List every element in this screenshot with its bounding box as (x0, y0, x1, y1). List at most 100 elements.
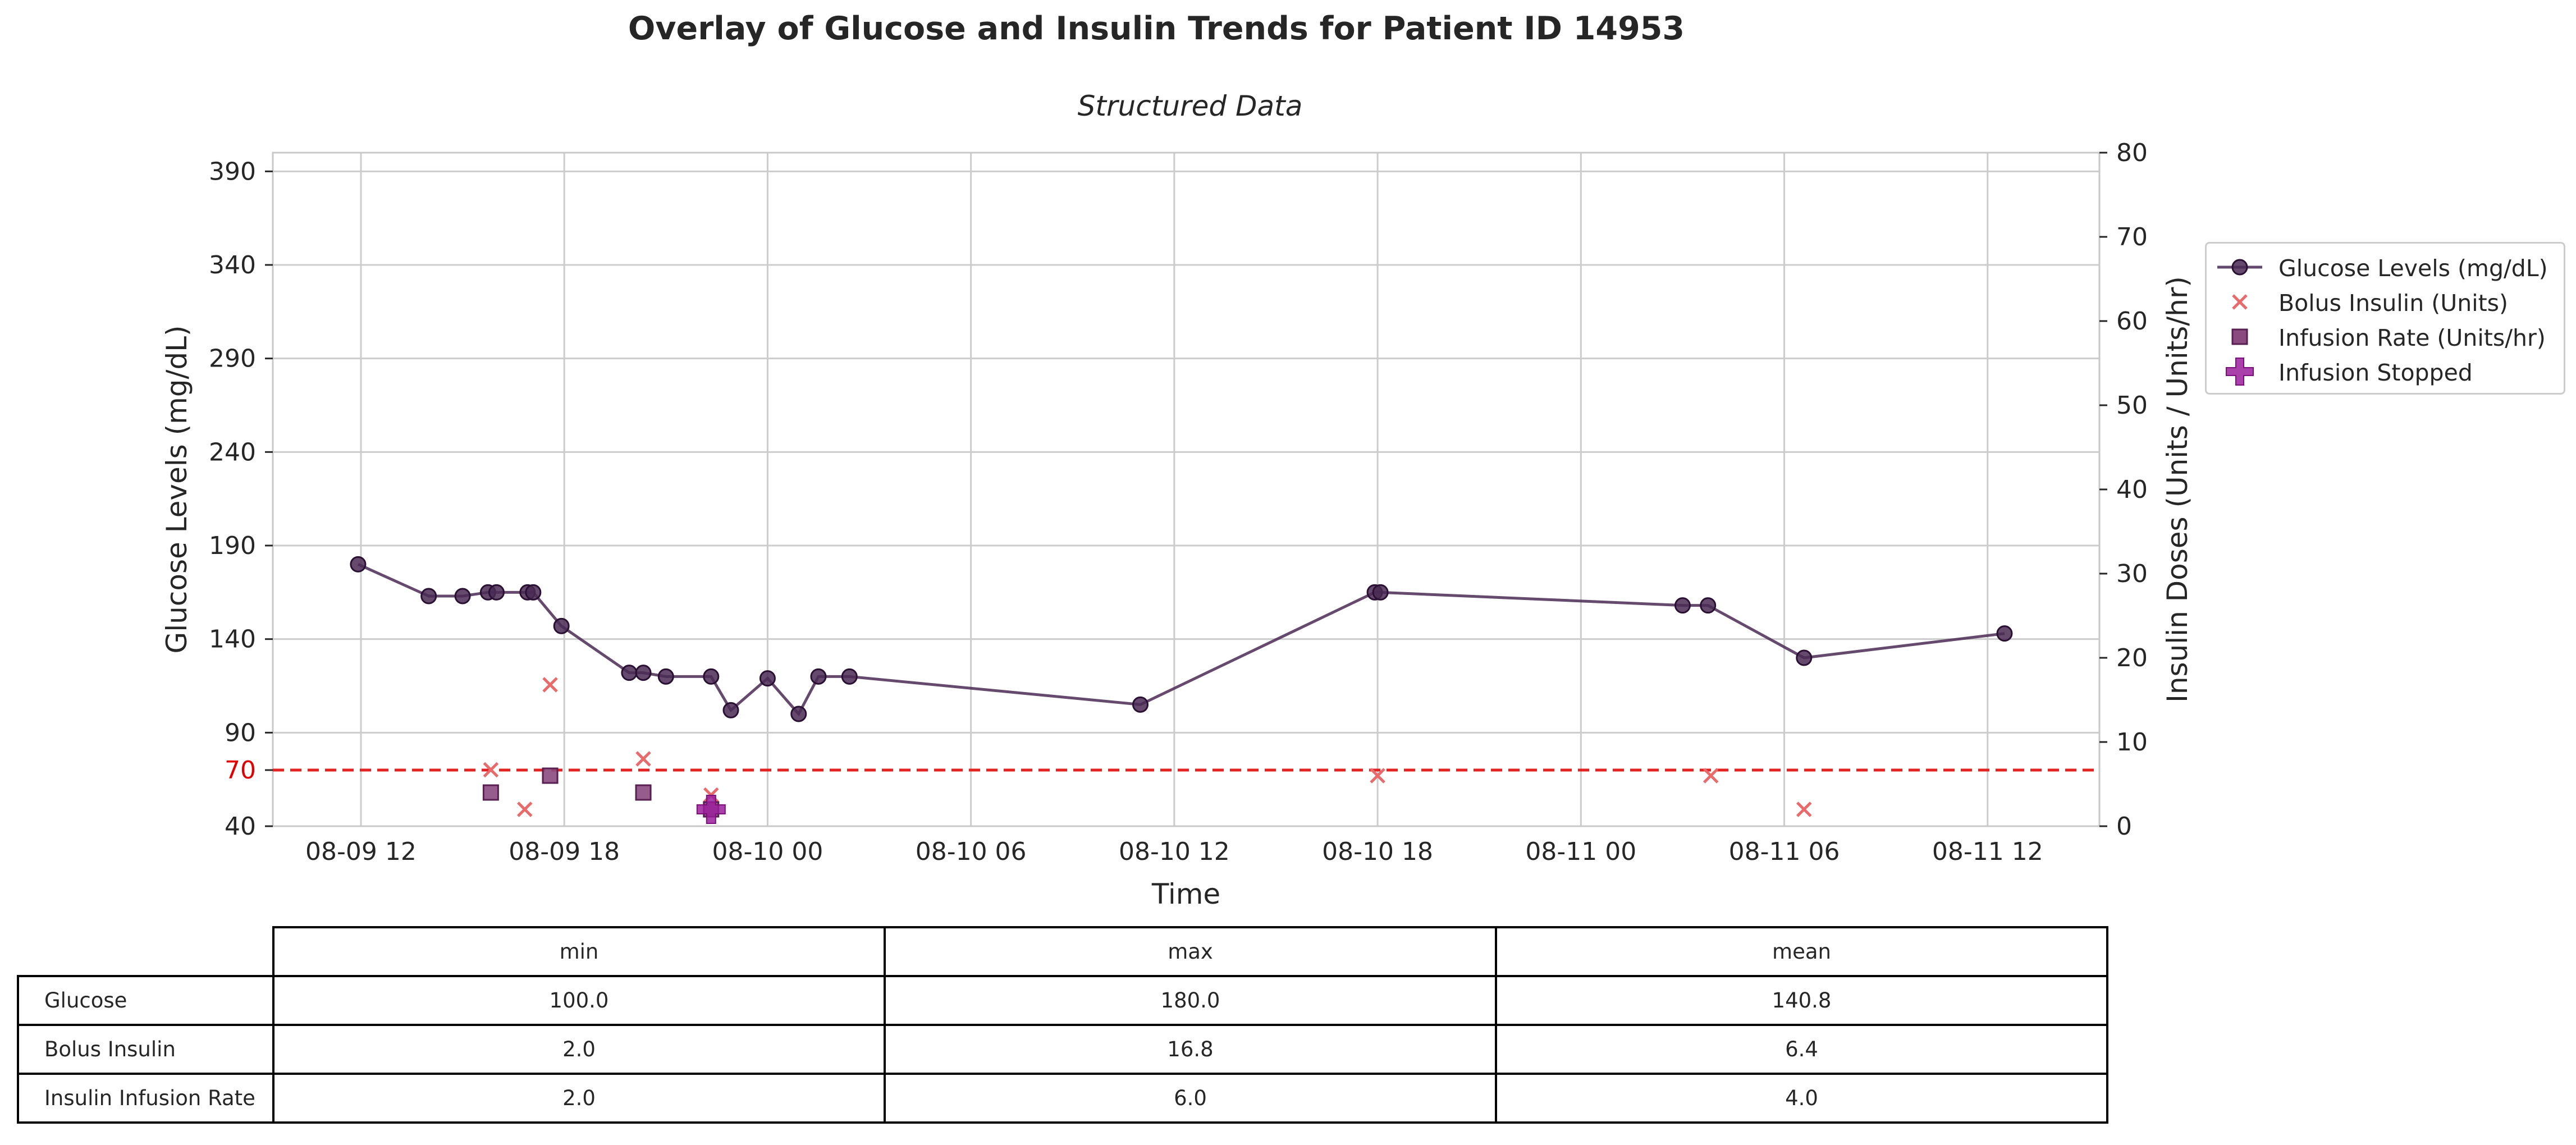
y2-tick-label: 0 (2116, 812, 2132, 841)
table-cell: 16.8 (884, 1024, 1497, 1075)
x-tick-label: 08-09 12 (305, 837, 417, 866)
x-tick-label: 08-09 18 (509, 837, 620, 866)
y-tick-label: 90 (225, 718, 256, 747)
glucose-point (1372, 584, 1389, 601)
glucose-point (454, 588, 471, 604)
legend-item-glucose: Glucose Levels (mg/dL) (2207, 250, 2564, 284)
glucose-point (657, 668, 674, 685)
summary-stats-table: min max mean Glucose 100.0 180.0 140.8 B… (17, 926, 2108, 1124)
y2-tick-label: 80 (2116, 139, 2148, 167)
glucose-point (350, 556, 367, 572)
bolus-point-stroke (516, 802, 533, 817)
glucose-point (841, 668, 858, 685)
bolus-point (1796, 802, 1812, 817)
chart-legend: Glucose Levels (mg/dL) Bolus Insulin (Un… (2205, 242, 2565, 395)
chart-subtitle: Structured Data (1077, 90, 1303, 122)
table-cell: 6.0 (884, 1073, 1497, 1124)
series (273, 556, 2099, 824)
glucose-point (1996, 625, 2013, 642)
glucose-point (759, 670, 776, 687)
glucose-insulin-chart: 08-09 12 08-09 18 08-10 00 08-10 06 08-10 12… (161, 139, 2194, 909)
table-column-header: mean (1495, 926, 2108, 977)
plot-frame (272, 152, 2101, 827)
table-cell: 100.0 (272, 975, 886, 1026)
glucose-point (420, 588, 437, 604)
x-tick-label: 08-10 06 (916, 837, 1027, 866)
infusion-rate-point (635, 784, 652, 801)
glucose-point (635, 665, 652, 681)
y2-tick-label: 70 (2116, 223, 2148, 251)
y2-tick-label: 60 (2116, 307, 2148, 336)
glucose-point (488, 584, 505, 601)
chart-title: Overlay of Glucose and Insulin Trends fo… (628, 10, 1685, 47)
legend-label: Infusion Stopped (2278, 359, 2473, 386)
glucose-point (1796, 649, 1813, 666)
table-row-label: Insulin Infusion Rate (17, 1073, 274, 1124)
table-cell: 140.8 (1495, 975, 2108, 1026)
glucose-point (703, 668, 720, 685)
glucose-point (1700, 597, 1717, 614)
glucose-point (525, 584, 542, 601)
y2-tick-label: 20 (2116, 644, 2148, 672)
y-tick-label: 140 (209, 625, 256, 654)
y-tick-label: 340 (209, 251, 256, 280)
bolus-point-stroke (1703, 768, 1719, 784)
y-tick-label: 390 (209, 157, 256, 186)
table-corner-cell (18, 927, 273, 976)
table-cell: 2.0 (272, 1024, 886, 1075)
table-cell: 180.0 (884, 975, 1497, 1026)
infusion-rate-point (542, 767, 559, 784)
legend-item-bolus: Bolus Insulin (Units) (2207, 285, 2564, 319)
glucose-point (722, 702, 739, 718)
bolus-point (516, 802, 533, 817)
bolus-point-stroke (635, 751, 651, 767)
x-tick-label: 08-11 06 (1729, 837, 1840, 866)
bolus-point-stroke (1796, 802, 1812, 817)
glucose-point (1674, 597, 1691, 614)
y-tick-label: 240 (209, 438, 256, 466)
glucose-point (621, 665, 638, 681)
table-row: Bolus Insulin 2.0 16.8 6.4 (17, 1024, 2108, 1075)
legend-square-marker-icon (2231, 328, 2248, 345)
legend-x-marker-icon (2232, 294, 2248, 310)
table-cell: 4.0 (1495, 1073, 2108, 1124)
table-column-header: min (272, 926, 886, 977)
infusion-rate-point (482, 784, 499, 801)
y2-tick-label: 40 (2116, 475, 2148, 504)
glucose-point (1132, 696, 1149, 713)
glucose-point (790, 706, 807, 722)
y-tick-label: 40 (225, 812, 256, 841)
y-axis-label-left: Glucose Levels (mg/dL) (161, 326, 193, 654)
y-tick-label: 70 (225, 756, 256, 785)
table-row: Glucose 100.0 180.0 140.8 (17, 975, 2108, 1026)
glucose-point (553, 617, 570, 634)
table-row: Insulin Infusion Rate 2.0 6.0 4.0 (17, 1073, 2108, 1124)
bolus-point (1370, 768, 1385, 784)
table-column-header: max (884, 926, 1497, 977)
x-tick-label: 08-10 18 (1322, 837, 1433, 866)
y2-tick-label: 30 (2116, 560, 2148, 588)
y2-tick-label: 50 (2116, 391, 2148, 420)
table-row-label: Bolus Insulin (17, 1024, 274, 1075)
bolus-point-stroke (483, 762, 499, 778)
legend-label: Infusion Rate (Units/hr) (2278, 324, 2546, 351)
legend-plus-marker-icon (2226, 358, 2254, 386)
y-tick-label: 290 (209, 345, 256, 373)
bolus-point (542, 677, 558, 693)
legend-line-marker-icon (2217, 259, 2262, 276)
legend-item-infusion-rate: Infusion Rate (Units/hr) (2207, 320, 2564, 354)
bolus-point (635, 751, 651, 767)
y2-tick-label: 10 (2116, 728, 2148, 757)
y-axis-label-right: Insulin Doses (Units / Units/hr) (2161, 276, 2194, 703)
y-tick-label: 190 (209, 532, 256, 560)
axes: 08-09 12 08-09 18 08-10 00 08-10 06 08-10 12… (209, 139, 2148, 866)
legend-label: Bolus Insulin (Units) (2278, 290, 2509, 317)
glucose-point (810, 668, 827, 685)
legend-item-infusion-stopped: Infusion Stopped (2207, 355, 2564, 388)
table-row-label: Glucose (17, 975, 274, 1026)
infusion-stopped-point (696, 795, 726, 824)
bolus-point-stroke (1370, 768, 1385, 784)
bolus-point (483, 762, 499, 778)
x-tick-label: 08-10 00 (712, 837, 823, 866)
x-tick-label: 08-11 00 (1525, 837, 1636, 866)
